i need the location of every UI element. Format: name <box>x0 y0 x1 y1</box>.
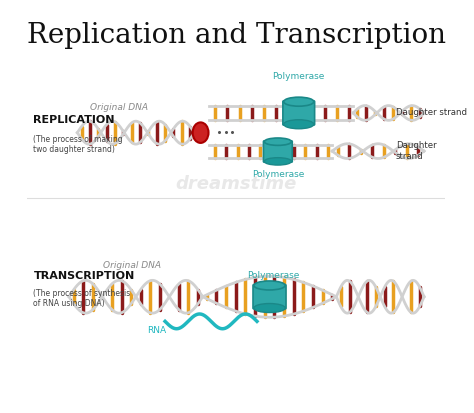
Text: (The process of making
two daughter strand): (The process of making two daughter stra… <box>34 135 123 154</box>
Ellipse shape <box>254 304 285 313</box>
Text: Daughter strand: Daughter strand <box>396 109 467 117</box>
Ellipse shape <box>264 158 292 165</box>
Ellipse shape <box>254 281 285 290</box>
FancyBboxPatch shape <box>253 285 286 309</box>
Text: Replication and Transcription: Replication and Transcription <box>27 22 446 49</box>
Ellipse shape <box>192 122 209 143</box>
Text: Original DNA: Original DNA <box>90 103 148 112</box>
Ellipse shape <box>284 120 314 129</box>
Text: RNA: RNA <box>147 326 166 335</box>
Text: REPLICATION: REPLICATION <box>34 115 115 126</box>
Text: Polymerase: Polymerase <box>252 171 304 179</box>
Text: Daughter
strand: Daughter strand <box>396 141 436 161</box>
FancyBboxPatch shape <box>283 101 315 125</box>
Text: TRANSCRIPTION: TRANSCRIPTION <box>34 271 135 281</box>
Ellipse shape <box>264 138 292 145</box>
Text: Original DNA: Original DNA <box>103 261 161 270</box>
Text: dreamstime: dreamstime <box>175 175 297 193</box>
Ellipse shape <box>284 97 314 106</box>
Text: Polymerase: Polymerase <box>247 271 300 280</box>
Text: (The process of synthesis
of RNA using DNA): (The process of synthesis of RNA using D… <box>34 289 131 308</box>
FancyBboxPatch shape <box>264 141 292 162</box>
Text: Polymerase: Polymerase <box>273 72 325 81</box>
